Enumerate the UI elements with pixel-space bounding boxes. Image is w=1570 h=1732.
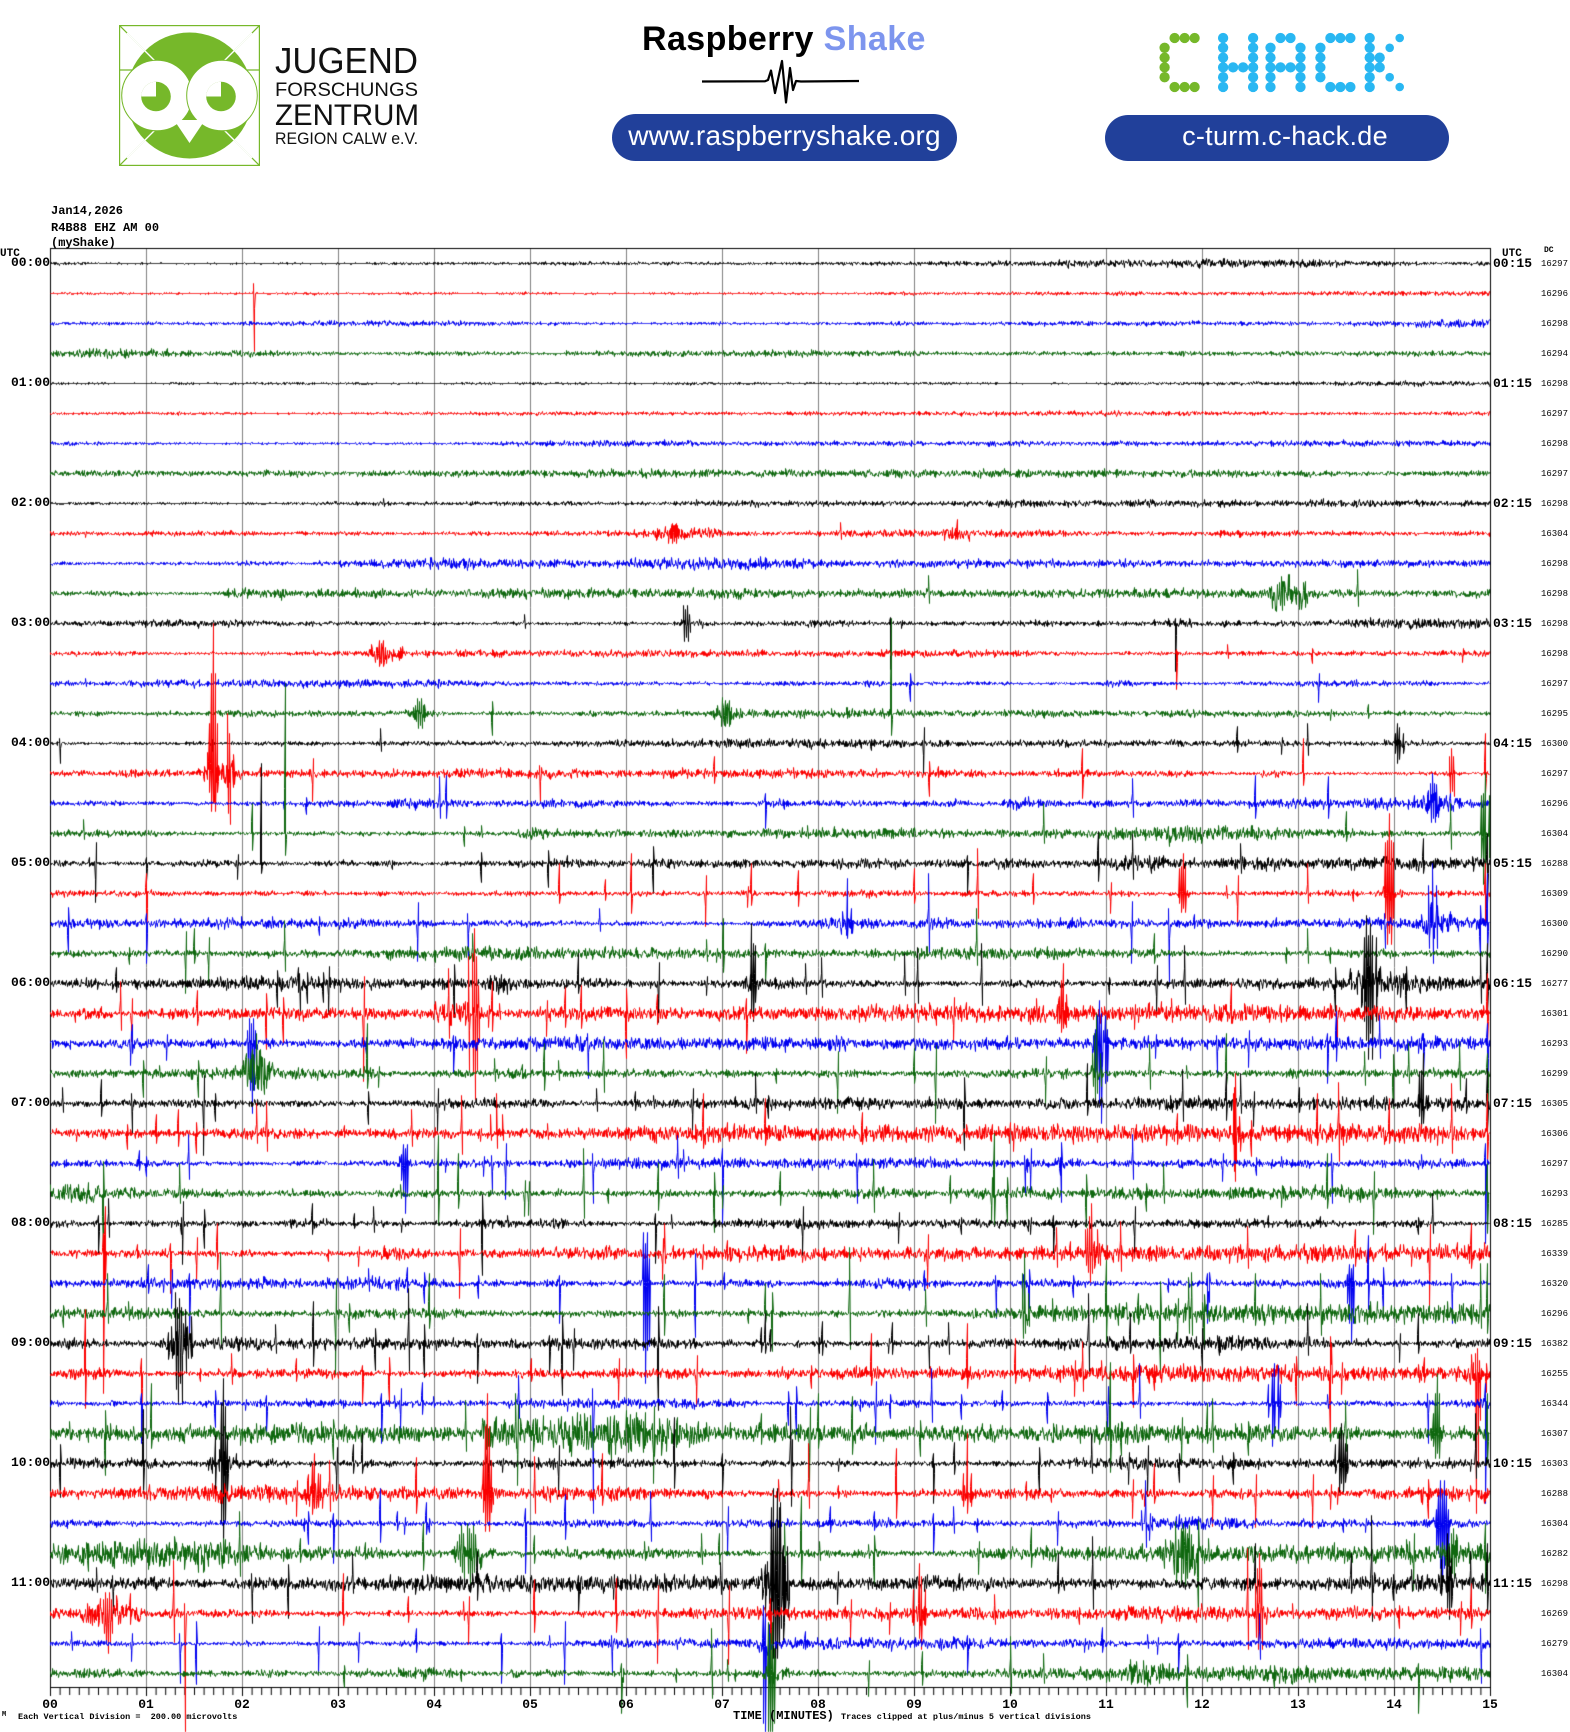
svg-text:FORSCHUNGS: FORSCHUNGS <box>275 80 418 101</box>
svg-text:JUGEND: JUGEND <box>275 40 418 81</box>
svg-text:REGION CALW e.V.: REGION CALW e.V. <box>275 130 418 148</box>
svg-text:ZENTRUM: ZENTRUM <box>275 99 419 132</box>
